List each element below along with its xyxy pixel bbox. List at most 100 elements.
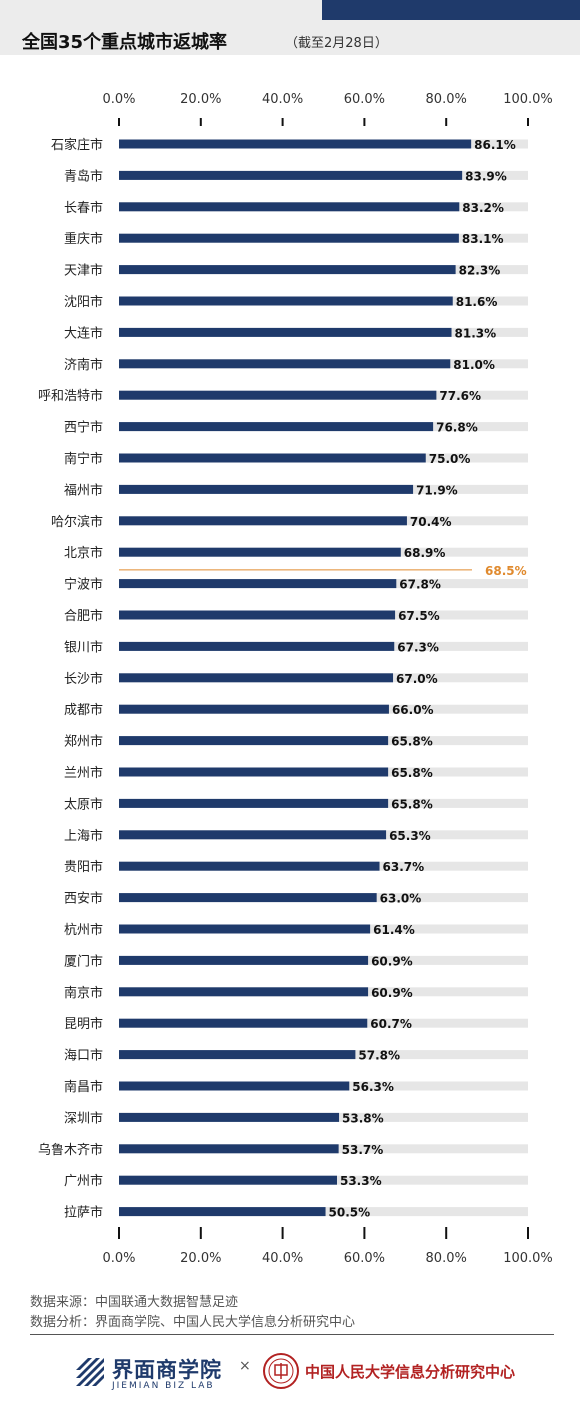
data-label: 82.3%: [459, 264, 501, 278]
data-label: 53.8%: [342, 1111, 384, 1125]
data-label: 83.2%: [462, 201, 504, 215]
category-label: 合肥市: [64, 608, 103, 624]
category-label: 长沙市: [64, 671, 103, 687]
data-analysis-note: 数据分析：界面商学院、中国人民大学信息分析研究中心: [30, 1315, 356, 1330]
data-label: 81.0%: [453, 358, 495, 372]
bar: [119, 1018, 368, 1028]
renmin-university-seal-icon: [262, 1352, 300, 1390]
jiemian-logo-icon: [74, 1356, 106, 1388]
renmin-center-name: 中国人民大学信息分析研究中心: [305, 1363, 516, 1381]
bar: [119, 1207, 326, 1217]
bar: [119, 202, 460, 212]
category-label: 西宁市: [64, 420, 103, 436]
data-label: 70.4%: [410, 515, 452, 529]
bar: [119, 422, 434, 432]
data-label: 81.6%: [456, 295, 498, 309]
footer-divider: [30, 1334, 554, 1335]
data-label: 66.0%: [392, 703, 434, 717]
category-label: 上海市: [64, 828, 103, 844]
bar: [119, 170, 463, 180]
data-label: 76.8%: [436, 421, 478, 435]
x-tick-label-bottom: 60.0%: [344, 1251, 385, 1266]
bar: [119, 798, 389, 808]
data-label: 86.1%: [474, 138, 516, 152]
category-label: 沈阳市: [64, 294, 103, 310]
bar: [119, 987, 369, 997]
category-label: 福州市: [64, 482, 103, 498]
data-label: 83.1%: [462, 232, 504, 246]
data-label: 53.7%: [342, 1143, 384, 1157]
bar: [119, 955, 369, 965]
category-label: 乌鲁木齐市: [38, 1142, 103, 1158]
data-label: 81.3%: [455, 326, 497, 340]
category-label: 哈尔滨市: [51, 514, 103, 530]
bar: [119, 641, 395, 651]
data-label: 71.9%: [416, 483, 458, 497]
x-tick-label-bottom: 40.0%: [262, 1251, 303, 1266]
title-accent-stripe: [322, 0, 580, 20]
data-label: 67.8%: [399, 578, 441, 592]
page-subtitle: （截至2月28日）: [285, 36, 388, 51]
bar: [119, 296, 453, 306]
bar: [119, 547, 401, 557]
category-label: 长春市: [64, 200, 103, 216]
bar: [119, 327, 452, 337]
category-label: 青岛市: [64, 168, 103, 184]
jiemian-logo-subtitle: JIEMIAN BIZ LAB: [112, 1381, 215, 1391]
data-label: 65.8%: [391, 766, 433, 780]
category-label: 银川市: [64, 639, 103, 655]
category-label: 宁波市: [64, 577, 103, 593]
data-label: 60.9%: [371, 986, 413, 1000]
logo-separator: ×: [239, 1358, 251, 1374]
x-tick-label-bottom: 100.0%: [503, 1251, 553, 1266]
data-label: 67.0%: [396, 672, 438, 686]
category-label: 重庆市: [64, 231, 103, 247]
bar: [119, 265, 456, 275]
category-label: 西安市: [64, 891, 103, 907]
bar: [119, 924, 371, 934]
category-label: 石家庄市: [51, 137, 103, 153]
bar: [119, 516, 407, 526]
x-tick-label-top: 0.0%: [102, 92, 135, 107]
x-tick-label-top: 80.0%: [426, 92, 467, 107]
logo-row: 界面商学院 JIEMIAN BIZ LAB × 中国人民大学信息分析研究中心: [0, 1346, 580, 1406]
data-label: 60.9%: [371, 954, 413, 968]
bar: [119, 484, 414, 494]
x-tick-label-bottom: 20.0%: [180, 1251, 221, 1266]
data-label: 65.8%: [391, 735, 433, 749]
category-label: 天津市: [64, 263, 103, 279]
bar: [119, 1112, 340, 1122]
data-label: 75.0%: [429, 452, 471, 466]
bar: [119, 610, 396, 620]
category-label: 海口市: [64, 1048, 103, 1064]
data-label: 50.5%: [329, 1206, 371, 1220]
bar: [119, 861, 380, 871]
category-label: 南昌市: [64, 1079, 103, 1095]
data-source-note: 数据来源：中国联通大数据智慧足迹: [30, 1295, 239, 1310]
data-label: 60.7%: [370, 1017, 412, 1031]
data-label: 65.8%: [391, 797, 433, 811]
category-label: 济南市: [64, 357, 103, 373]
bar: [119, 453, 426, 463]
bar: [119, 736, 389, 746]
bar: [119, 1050, 356, 1060]
x-tick-label-top: 100.0%: [503, 92, 553, 107]
x-tick-label-top: 40.0%: [262, 92, 303, 107]
category-label: 太原市: [64, 796, 103, 812]
category-label: 南京市: [64, 985, 103, 1001]
data-label: 67.3%: [397, 640, 439, 654]
category-label: 北京市: [64, 545, 103, 561]
bar: [119, 390, 437, 400]
bar: [119, 139, 472, 149]
bar: [119, 1081, 350, 1091]
bar: [119, 233, 459, 243]
x-tick-label-top: 60.0%: [344, 92, 385, 107]
data-label: 57.8%: [358, 1049, 400, 1063]
category-label: 拉萨市: [64, 1205, 103, 1221]
bar: [119, 579, 397, 589]
bar: [119, 704, 389, 714]
bar: [119, 767, 389, 777]
jiemian-logo-name: 界面商学院: [112, 1358, 222, 1382]
bar-chart: 0.0% 0.0% 20.0% 20.0% 40.0% 40.0% 60.0% 60.0% 80…: [38, 92, 553, 1266]
page-title: 全国35个重点城市返城率: [22, 32, 228, 53]
